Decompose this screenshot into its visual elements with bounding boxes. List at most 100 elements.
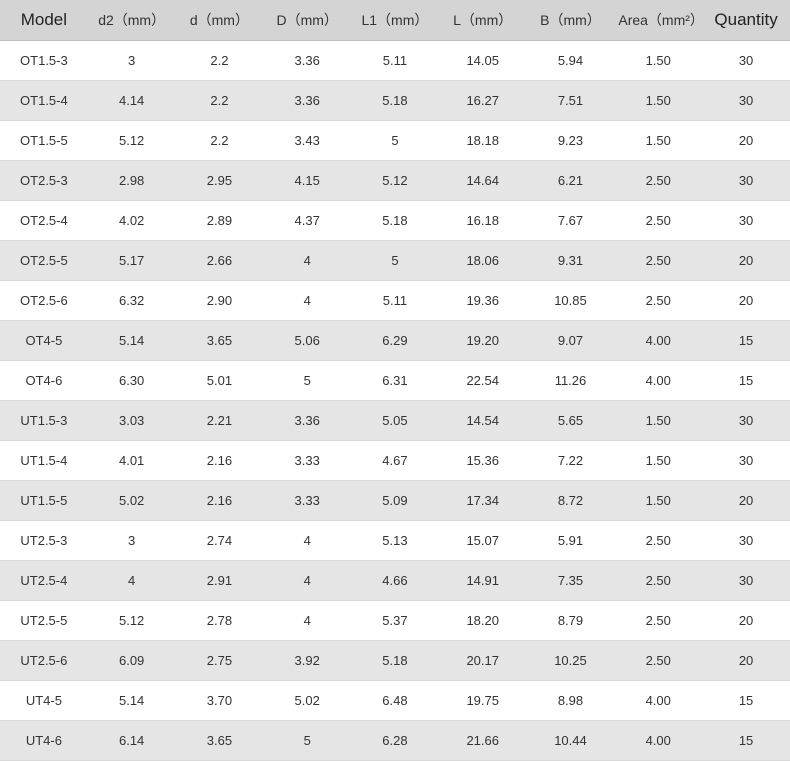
cell-value: 3.03 bbox=[88, 401, 176, 441]
cell-value: 2.50 bbox=[614, 161, 702, 201]
cell-value: 30 bbox=[702, 81, 790, 121]
cell-model: UT1.5-5 bbox=[0, 481, 88, 521]
cell-value: 11.26 bbox=[527, 361, 615, 401]
cell-value: 18.06 bbox=[439, 241, 527, 281]
cell-value: 19.36 bbox=[439, 281, 527, 321]
table-row: OT1.5-44.142.23.365.1816.277.511.5030 bbox=[0, 81, 790, 121]
cell-value: 2.90 bbox=[176, 281, 264, 321]
cell-value: 5.13 bbox=[351, 521, 439, 561]
cell-value: 20.17 bbox=[439, 641, 527, 681]
cell-value: 16.18 bbox=[439, 201, 527, 241]
cell-value: 8.98 bbox=[527, 681, 615, 721]
table-row: OT2.5-55.172.664518.069.312.5020 bbox=[0, 241, 790, 281]
table-row: UT2.5-332.7445.1315.075.912.5030 bbox=[0, 521, 790, 561]
cell-value: 5.11 bbox=[351, 41, 439, 81]
cell-value: 5 bbox=[263, 361, 351, 401]
cell-value: 7.22 bbox=[527, 441, 615, 481]
cell-value: 2.50 bbox=[614, 561, 702, 601]
cell-value: 5.37 bbox=[351, 601, 439, 641]
table-row: UT1.5-33.032.213.365.0514.545.651.5030 bbox=[0, 401, 790, 441]
cell-value: 16.27 bbox=[439, 81, 527, 121]
table-row: OT4-66.305.0156.3122.5411.264.0015 bbox=[0, 361, 790, 401]
cell-value: 10.44 bbox=[527, 721, 615, 761]
cell-value: 30 bbox=[702, 161, 790, 201]
cell-value: 6.21 bbox=[527, 161, 615, 201]
col-d: d（mm） bbox=[176, 0, 264, 41]
cell-value: 2.98 bbox=[88, 161, 176, 201]
cell-value: 5.94 bbox=[527, 41, 615, 81]
cell-value: 5.02 bbox=[263, 681, 351, 721]
cell-value: 15 bbox=[702, 681, 790, 721]
cell-value: 2.91 bbox=[176, 561, 264, 601]
cell-model: OT2.5-4 bbox=[0, 201, 88, 241]
cell-value: 20 bbox=[702, 641, 790, 681]
cell-value: 30 bbox=[702, 401, 790, 441]
cell-value: 2.2 bbox=[176, 121, 264, 161]
col-d2: d2（mm） bbox=[88, 0, 176, 41]
header-row: Model d2（mm） d（mm） D（mm） L1（mm） L（mm） B（… bbox=[0, 0, 790, 41]
cell-value: 4 bbox=[263, 241, 351, 281]
cell-value: 6.30 bbox=[88, 361, 176, 401]
cell-value: 22.54 bbox=[439, 361, 527, 401]
table-row: OT1.5-332.23.365.1114.055.941.5030 bbox=[0, 41, 790, 81]
cell-value: 20 bbox=[702, 281, 790, 321]
col-B: B（mm） bbox=[527, 0, 615, 41]
cell-value: 5.02 bbox=[88, 481, 176, 521]
cell-value: 2.50 bbox=[614, 201, 702, 241]
cell-value: 2.16 bbox=[176, 481, 264, 521]
cell-value: 5.65 bbox=[527, 401, 615, 441]
cell-value: 2.75 bbox=[176, 641, 264, 681]
cell-value: 1.50 bbox=[614, 441, 702, 481]
cell-value: 9.07 bbox=[527, 321, 615, 361]
cell-value: 4.00 bbox=[614, 721, 702, 761]
cell-value: 3.70 bbox=[176, 681, 264, 721]
cell-value: 4 bbox=[263, 521, 351, 561]
col-L1: L1（mm） bbox=[351, 0, 439, 41]
cell-value: 19.75 bbox=[439, 681, 527, 721]
table-row: OT2.5-66.322.9045.1119.3610.852.5020 bbox=[0, 281, 790, 321]
cell-value: 2.89 bbox=[176, 201, 264, 241]
cell-value: 1.50 bbox=[614, 81, 702, 121]
cell-model: OT4-6 bbox=[0, 361, 88, 401]
cell-value: 18.18 bbox=[439, 121, 527, 161]
cell-value: 5 bbox=[351, 121, 439, 161]
table-row: UT1.5-44.012.163.334.6715.367.221.5030 bbox=[0, 441, 790, 481]
cell-model: UT4-6 bbox=[0, 721, 88, 761]
cell-model: UT2.5-5 bbox=[0, 601, 88, 641]
cell-value: 5.05 bbox=[351, 401, 439, 441]
cell-value: 5.12 bbox=[88, 601, 176, 641]
table-body: OT1.5-332.23.365.1114.055.941.5030OT1.5-… bbox=[0, 41, 790, 761]
cell-value: 4.00 bbox=[614, 681, 702, 721]
cell-value: 4.00 bbox=[614, 321, 702, 361]
cell-value: 2.95 bbox=[176, 161, 264, 201]
cell-model: UT2.5-3 bbox=[0, 521, 88, 561]
table-row: OT2.5-32.982.954.155.1214.646.212.5030 bbox=[0, 161, 790, 201]
table-row: OT2.5-44.022.894.375.1816.187.672.5030 bbox=[0, 201, 790, 241]
table-row: UT1.5-55.022.163.335.0917.348.721.5020 bbox=[0, 481, 790, 521]
cell-value: 3.33 bbox=[263, 441, 351, 481]
cell-value: 2.16 bbox=[176, 441, 264, 481]
cell-value: 2.74 bbox=[176, 521, 264, 561]
cell-value: 3.43 bbox=[263, 121, 351, 161]
cell-value: 2.50 bbox=[614, 601, 702, 641]
cell-value: 6.48 bbox=[351, 681, 439, 721]
cell-value: 6.32 bbox=[88, 281, 176, 321]
cell-value: 3.65 bbox=[176, 721, 264, 761]
cell-value: 20 bbox=[702, 121, 790, 161]
table-row: OT1.5-55.122.23.43518.189.231.5020 bbox=[0, 121, 790, 161]
cell-value: 15.07 bbox=[439, 521, 527, 561]
cell-value: 7.51 bbox=[527, 81, 615, 121]
col-L: L（mm） bbox=[439, 0, 527, 41]
spec-table: Model d2（mm） d（mm） D（mm） L1（mm） L（mm） B（… bbox=[0, 0, 790, 761]
cell-value: 19.20 bbox=[439, 321, 527, 361]
cell-value: 2.50 bbox=[614, 521, 702, 561]
cell-value: 14.05 bbox=[439, 41, 527, 81]
cell-value: 4.15 bbox=[263, 161, 351, 201]
cell-value: 2.50 bbox=[614, 281, 702, 321]
cell-value: 18.20 bbox=[439, 601, 527, 641]
cell-value: 4.00 bbox=[614, 361, 702, 401]
table-row: UT4-55.143.705.026.4819.758.984.0015 bbox=[0, 681, 790, 721]
cell-value: 9.31 bbox=[527, 241, 615, 281]
cell-value: 30 bbox=[702, 521, 790, 561]
cell-value: 4.02 bbox=[88, 201, 176, 241]
